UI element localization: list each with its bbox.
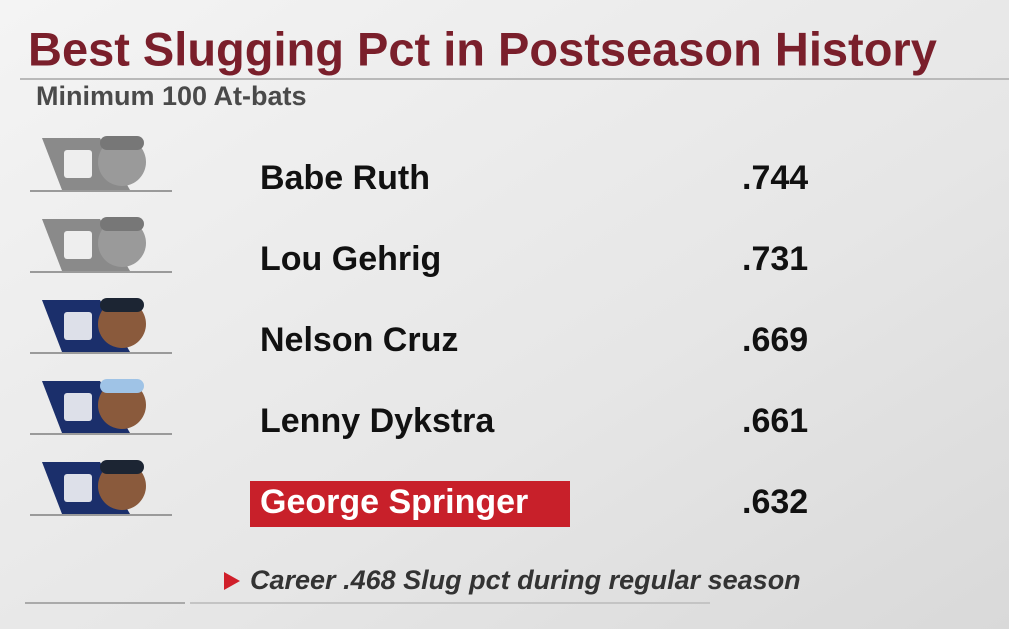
logo [64,231,92,259]
highlight [250,481,570,527]
player-cap [100,460,144,474]
player-name: Lou Gehrig [260,240,441,278]
footnote-marker [224,572,240,590]
slugging-value: .669 [742,321,808,359]
player-cap [100,217,144,231]
player-name: George Springer [260,483,528,521]
player-cap [100,379,144,393]
bottom-rule [25,602,185,604]
logo [64,474,92,502]
title-rule [20,78,1009,80]
player-name: Nelson Cruz [260,321,458,359]
row-rule [30,433,172,435]
player-name: Lenny Dykstra [260,402,495,440]
slugging-value: .731 [742,240,808,278]
slugging-value: .661 [742,402,808,440]
player-cap [100,136,144,150]
row-rule [30,190,172,192]
row-rule [30,352,172,354]
rows: Babe Ruth .744 Lou Gehrig .731 Nelson Cruz .6… [30,136,808,527]
footnote: Career .468 Slug pct during regular seas… [250,565,801,595]
logo [64,393,92,421]
title: Best Slugging Pct in Postseason History [28,22,937,75]
player-cap [100,298,144,312]
player-name: Babe Ruth [260,159,430,197]
logo [64,150,92,178]
logo [64,312,92,340]
slugging-value: .744 [742,159,808,197]
row-rule [30,271,172,273]
subtitle: Minimum 100 At-bats [36,81,307,111]
bottom-rule [190,602,710,604]
row-rule [30,514,172,516]
slugging-value: .632 [742,483,808,521]
